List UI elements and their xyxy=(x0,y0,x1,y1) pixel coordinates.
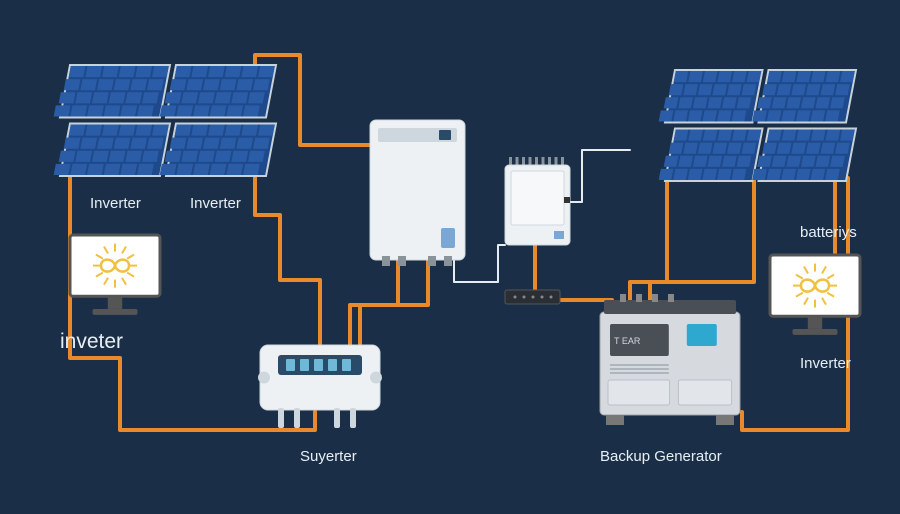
label-inverter3: Inverter xyxy=(800,355,851,372)
nodes-layer: T EAR xyxy=(0,0,900,514)
junction-box xyxy=(505,290,560,304)
label-suyerter: Suyerter xyxy=(300,448,357,465)
backup-generator: T EAR xyxy=(600,294,740,425)
label-inverter1: Inverter xyxy=(90,195,141,212)
solar-panels-left xyxy=(54,65,276,176)
label-inverter2: Inverter xyxy=(190,195,241,212)
diagram-stage: T EAR Inverter Inverter inveter Suyerter Bac… xyxy=(0,0,900,514)
charge-controller xyxy=(258,345,382,428)
monitor-right xyxy=(770,255,860,335)
main-inverter xyxy=(370,120,465,266)
secondary-inverter xyxy=(505,157,570,245)
label-backupgen: Backup Generator xyxy=(600,448,722,465)
label-batteriys: batteriys xyxy=(800,224,857,241)
label-inveter: inveter xyxy=(60,330,123,354)
solar-panels-right xyxy=(659,70,856,181)
svg-text:T EAR: T EAR xyxy=(614,336,641,346)
monitor-left xyxy=(70,235,160,315)
